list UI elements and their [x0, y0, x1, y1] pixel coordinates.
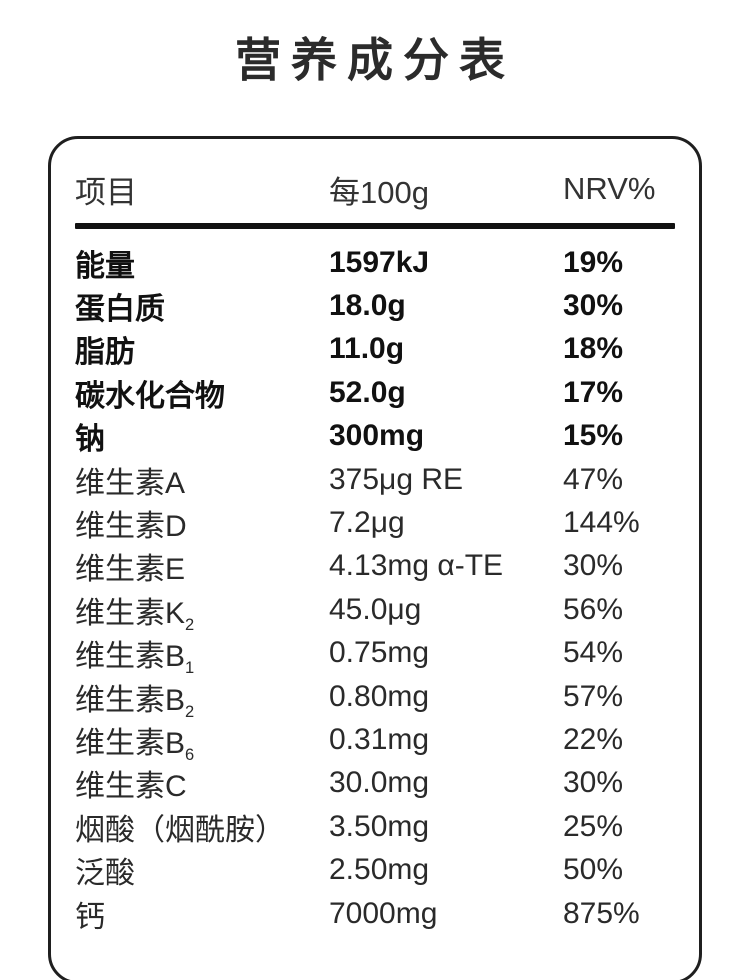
nutrient-amount: 0.75mg: [329, 636, 430, 670]
nutrient-name-text: 钙: [75, 900, 105, 934]
nutrient-name: 碳水化合物: [75, 371, 329, 415]
nutrient-name-subscript: 1: [185, 659, 195, 678]
nutrient-name: 蛋白质: [75, 284, 329, 328]
nutrient-name: 维生素D: [75, 501, 329, 545]
nutrient-amount: 4.13mg α-TE: [329, 549, 504, 583]
table-row: 碳水化合物 52.0g 17%: [75, 371, 675, 414]
nutrient-nrv: 22%: [563, 722, 624, 756]
table-row: 泛酸 2.50mg 50%: [75, 848, 675, 891]
nutrient-name-text: 能量: [75, 249, 135, 283]
nutrient-name: 泛酸: [75, 848, 329, 892]
table-row: 维生素D 7.2μg 144%: [75, 501, 675, 544]
nutrient-name-text: 脂肪: [75, 336, 135, 370]
nutrient-amount: 0.80mg: [329, 679, 430, 713]
page-title: 营养成分表: [235, 34, 515, 86]
table-row: 维生素A 375μg RE 47%: [75, 458, 675, 501]
nutrient-amount: 7000mg: [329, 896, 438, 930]
table-row: 烟酸（烟酰胺） 3.50mg 25%: [75, 805, 675, 848]
nutrient-amount: 30.0mg: [329, 766, 430, 800]
nutrient-nrv: 30%: [563, 289, 624, 323]
nutrient-name-text: 维生素D: [75, 510, 187, 544]
nutrient-name-subscript: 2: [185, 702, 195, 721]
nutrient-nrv: 57%: [563, 679, 624, 713]
nutrient-amount: 52.0g: [329, 375, 406, 409]
table-row: 维生素B1 0.75mg 54%: [75, 631, 675, 678]
nutrient-nrv: 144%: [563, 506, 640, 540]
nutrient-name: 脂肪: [75, 327, 329, 371]
nutrient-amount: 45.0μg: [329, 592, 422, 626]
nutrient-name-text: 维生素B: [75, 640, 186, 674]
nutrient-nrv: 50%: [563, 853, 624, 887]
table-row: 钠 300mg 15%: [75, 415, 675, 458]
nutrient-name-text: 钠: [75, 423, 105, 457]
table-row: 维生素B6 0.31mg 22%: [75, 718, 675, 764]
nutrient-amount: 0.31mg: [329, 722, 430, 756]
nutrient-nrv: 25%: [563, 809, 624, 843]
table-row: 蛋白质 18.0g 30%: [75, 284, 675, 327]
nutrient-amount: 375μg RE: [329, 462, 464, 496]
nutrient-name-text: 烟酸（烟酰胺）: [75, 813, 285, 847]
table-row: 维生素B2 0.80mg 57%: [75, 675, 675, 721]
nutrient-name: 维生素K2: [75, 588, 329, 634]
nutrient-amount: 18.0g: [329, 289, 406, 323]
nutrient-name: 维生素B6: [75, 718, 329, 764]
nutrient-amount: 7.2μg: [329, 506, 405, 540]
nutrient-nrv: 30%: [563, 766, 624, 800]
nutrient-amount: 300mg: [329, 419, 425, 453]
nutrient-name-text: 碳水化合物: [75, 379, 225, 413]
nutrient-nrv: 47%: [563, 462, 624, 496]
nutrient-name-text: 蛋白质: [75, 293, 165, 327]
table-row: 脂肪 11.0g 18%: [75, 328, 675, 371]
nutrient-nrv: 56%: [563, 592, 624, 626]
table-row: 维生素C 30.0mg 30%: [75, 762, 675, 805]
nutrient-nrv: 17%: [563, 375, 624, 409]
nutrient-name-text: 维生素B: [75, 727, 186, 760]
nutrient-nrv: 54%: [563, 636, 624, 670]
nutrition-panel: 项目 每100g NRV% 能量 1597kJ 19% 蛋白质 18.0g 30…: [48, 136, 702, 980]
nutrient-name: 钙: [75, 892, 329, 936]
nutrient-amount: 3.50mg: [329, 809, 430, 843]
nutrient-name: 能量: [75, 241, 329, 285]
nutrient-name-text: 维生素B: [75, 683, 186, 717]
nutrient-name: 维生素E: [75, 544, 329, 588]
nutrient-name: 维生素B1: [75, 631, 329, 678]
nutrient-name-text: 泛酸: [75, 857, 135, 891]
nutrient-name: 维生素C: [75, 761, 329, 805]
nutrient-name-text: 维生素C: [75, 770, 187, 804]
nutrient-amount: 1597kJ: [329, 245, 430, 279]
table-row: 钙 7000mg 875%: [75, 892, 675, 935]
header-nrv: NRV%: [563, 171, 656, 206]
header-item: 项目: [75, 174, 137, 210]
nutrient-name-text: 维生素K: [75, 596, 186, 630]
nutrient-name-text: 维生素A: [75, 466, 186, 500]
nutrient-nrv: 18%: [563, 332, 624, 366]
nutrient-nrv: 15%: [563, 419, 624, 453]
nutrient-name-text: 维生素E: [75, 553, 186, 587]
header-divider: [75, 223, 675, 229]
table-row: 维生素E 4.13mg α-TE 30%: [75, 545, 675, 588]
nutrient-name-subscript: 2: [185, 615, 195, 634]
header-per100g: 每100g: [329, 174, 429, 210]
nutrient-name-subscript: 6: [185, 746, 195, 764]
nutrient-nrv: 30%: [563, 549, 624, 583]
table-header-row: 项目 每100g NRV%: [75, 163, 675, 215]
table-row: 能量 1597kJ 19%: [75, 241, 675, 284]
nutrient-nrv: 19%: [563, 245, 624, 279]
nutrient-nrv: 875%: [563, 896, 640, 930]
nutrient-name: 钠: [75, 414, 329, 458]
nutrient-name: 维生素B2: [75, 675, 329, 721]
nutrient-amount: 2.50mg: [329, 853, 430, 887]
table-body: 能量 1597kJ 19% 蛋白质 18.0g 30% 脂肪 11.0g 18%…: [75, 241, 675, 935]
nutrient-amount: 11.0g: [329, 332, 405, 366]
nutrient-name: 维生素A: [75, 458, 329, 502]
table-row: 维生素K2 45.0μg 56%: [75, 588, 675, 634]
nutrient-name: 烟酸（烟酰胺）: [75, 805, 329, 849]
